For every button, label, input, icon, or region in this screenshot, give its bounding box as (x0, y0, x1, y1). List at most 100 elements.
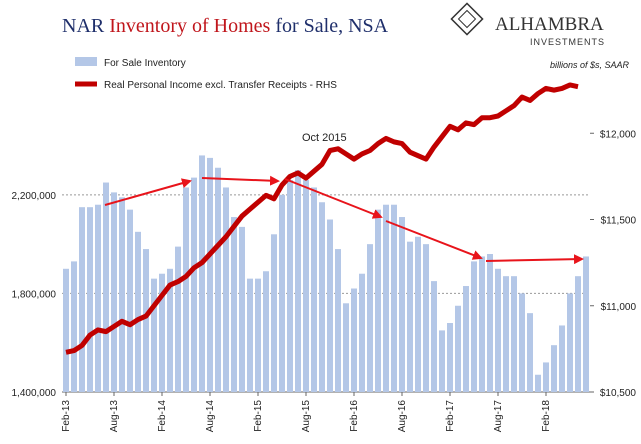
bar (351, 288, 357, 392)
bar (183, 187, 189, 392)
y-tick-label: 1,400,000 (12, 388, 57, 399)
bar (559, 325, 565, 392)
x-tick-label: Feb-16 (349, 400, 360, 432)
bar (175, 246, 181, 392)
bar (543, 362, 549, 392)
bar (327, 219, 333, 392)
logo: ALHAMBRA INVESTMENTS (450, 2, 605, 47)
title-part: for Sale, NSA (270, 15, 388, 37)
bar (279, 194, 285, 392)
bar (87, 207, 93, 392)
x-tick-label: Feb-14 (157, 400, 168, 432)
chart-title: NAR Inventory of Homes for Sale, NSA (62, 15, 389, 37)
x-tick-label: Feb-15 (253, 400, 264, 432)
bar (511, 276, 517, 392)
bar (503, 276, 509, 392)
bar (407, 241, 413, 392)
bar (143, 249, 149, 392)
x-tick-label: Feb-17 (445, 400, 456, 432)
bar (231, 217, 237, 392)
y2-tick-label: $12,000 (600, 129, 637, 140)
bar (319, 202, 325, 392)
legend-label: Real Personal Income excl. Transfer Rece… (104, 80, 337, 91)
bar (271, 234, 277, 392)
bar (575, 276, 581, 392)
plot: 1,400,000 1,800,000 2,200,000 $10,500 $11,00… (12, 82, 637, 433)
bar (399, 217, 405, 392)
bar (263, 271, 269, 392)
legend: For Sale Inventory Real Personal Income e… (75, 57, 337, 91)
bar (151, 278, 157, 392)
bar (247, 278, 253, 392)
bar (63, 268, 69, 392)
bar (391, 204, 397, 392)
bar (71, 261, 77, 392)
x-tick-label: Aug-13 (109, 400, 120, 433)
bar (527, 313, 533, 392)
bar (335, 249, 341, 392)
bar (199, 155, 205, 392)
logo-subname: INVESTMENTS (530, 37, 605, 47)
y-tick-label: 2,200,000 (12, 191, 57, 202)
bar (311, 187, 317, 392)
bar (535, 374, 541, 392)
y2-tick-label: $10,500 (600, 388, 637, 399)
bar (79, 207, 85, 392)
bar (383, 204, 389, 392)
y2-tick-label: $11,000 (601, 302, 637, 313)
bar (463, 286, 469, 392)
arrow (104, 178, 192, 206)
line (65, 82, 579, 355)
y2-axis-label: billions of $s, SAAR (550, 60, 630, 70)
bar (359, 273, 365, 392)
bar (191, 177, 197, 392)
bar (423, 244, 429, 392)
x-tick-label: Feb-13 (61, 400, 72, 432)
bar (287, 180, 293, 392)
bar (415, 236, 421, 392)
title-part: Inventory of Homes (109, 15, 270, 37)
bar (471, 261, 477, 392)
bar (567, 293, 573, 392)
bar (103, 182, 109, 392)
arrow (284, 178, 383, 219)
annotation: Oct 2015 (302, 132, 347, 144)
bar (439, 330, 445, 392)
legend-label: For Sale Inventory (104, 58, 186, 69)
title-part: NAR (62, 15, 109, 37)
bar (167, 268, 173, 392)
bar (223, 187, 229, 392)
bar (583, 256, 589, 392)
bar (343, 303, 349, 392)
bar (215, 167, 221, 392)
y-tick-label: 1,800,000 (12, 289, 57, 300)
arrow (385, 220, 483, 260)
logo-name: ALHAMBRA (495, 14, 604, 35)
bar (295, 170, 301, 392)
bar (479, 256, 485, 392)
bar (375, 209, 381, 392)
bar (239, 226, 245, 392)
y2-tick-label: $11,500 (601, 216, 637, 227)
bar (207, 157, 213, 392)
bar (303, 180, 309, 392)
bar (551, 345, 557, 392)
bar (519, 293, 525, 392)
bar (127, 209, 133, 392)
bar (135, 231, 141, 392)
x-tick-label: Aug-14 (205, 400, 216, 433)
bar (119, 197, 125, 392)
bar (447, 323, 453, 392)
arrows (104, 175, 584, 265)
x-tick-label: Aug-17 (493, 400, 504, 433)
bar (111, 192, 117, 392)
bar (431, 281, 437, 392)
x-tick-label: Aug-16 (397, 400, 408, 433)
arrow (485, 254, 584, 265)
bar (487, 254, 493, 392)
bar (95, 204, 101, 392)
bar (159, 273, 165, 392)
arrow (201, 175, 280, 186)
x-tick-label: Aug-15 (301, 400, 312, 433)
